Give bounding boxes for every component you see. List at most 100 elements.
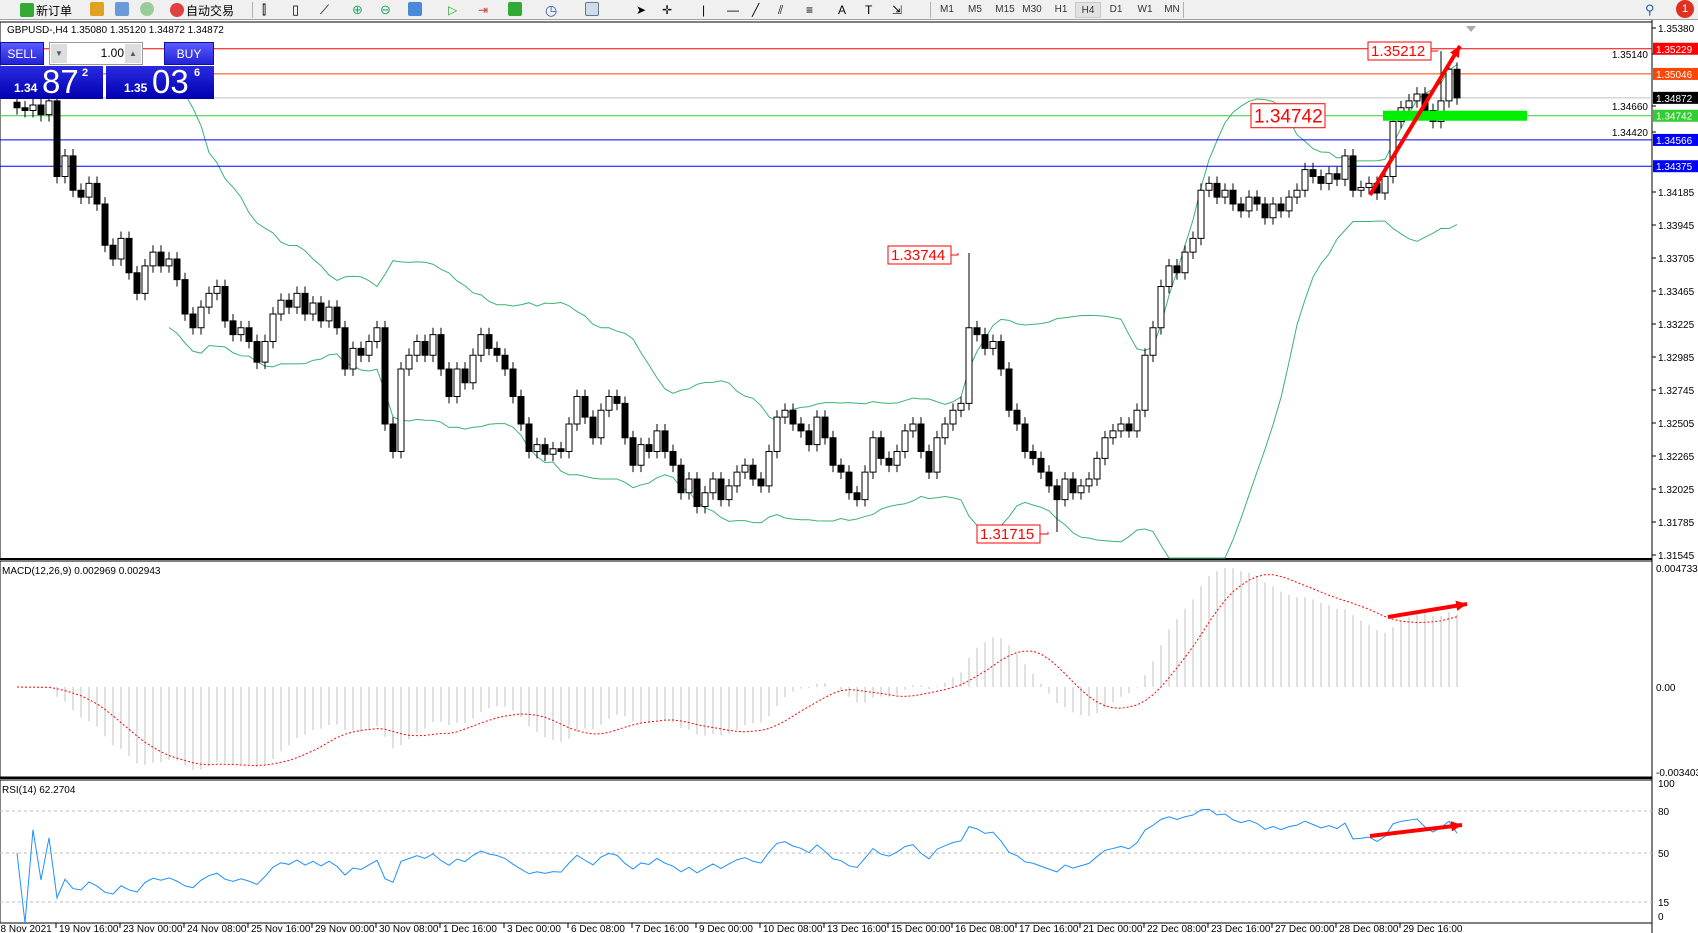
- trendline-icon[interactable]: ╱: [752, 3, 760, 17]
- periods-icon[interactable]: ◷: [545, 1, 558, 18]
- candle: [1453, 68, 1461, 99]
- sell-price-pip: 2: [82, 67, 89, 79]
- volume-input[interactable]: ▼ 1.00 ▲: [49, 42, 143, 65]
- price-tick-label: 1.34420: [1612, 128, 1649, 139]
- candle: [309, 302, 317, 315]
- chart-shift-icon[interactable]: ⇥: [478, 3, 489, 17]
- crosshair-icon[interactable]: ✛: [662, 3, 673, 17]
- candle: [1317, 176, 1325, 184]
- auto-trading-button[interactable]: 自动交易: [170, 2, 234, 18]
- sell-button[interactable]: SELL: [0, 42, 44, 65]
- timeframe-mn[interactable]: MN: [1164, 4, 1180, 15]
- candle: [13, 101, 21, 109]
- timeframe-d1[interactable]: D1: [1109, 4, 1123, 15]
- new-order-button[interactable]: 新订单: [20, 2, 72, 18]
- candle: [709, 478, 717, 494]
- candle: [477, 334, 485, 356]
- rsi-tick-label: 0: [1658, 912, 1664, 923]
- zoom-in-icon[interactable]: ⊕: [352, 2, 363, 17]
- terminal-icon[interactable]: [115, 2, 129, 16]
- notification-icon[interactable]: 1: [1676, 0, 1694, 18]
- timeframe-m15[interactable]: M15: [995, 4, 1015, 15]
- candle: [397, 368, 405, 452]
- horizontal-line-icon[interactable]: —: [727, 3, 739, 17]
- timeframe-h1[interactable]: H1: [1054, 4, 1068, 15]
- timeframe-h4[interactable]: H4: [1075, 2, 1101, 18]
- candle: [565, 423, 573, 452]
- sell-price-prefix: 1.34: [14, 81, 38, 95]
- price-tick-label: 1.32265: [1658, 452, 1695, 463]
- indicators-icon[interactable]: [508, 2, 522, 16]
- sell-price[interactable]: 1.34 87 2: [0, 63, 103, 100]
- candle: [269, 313, 277, 342]
- candle: [173, 258, 181, 281]
- candle: [1005, 368, 1013, 411]
- price-tick-label: 1.33945: [1658, 221, 1695, 232]
- text-label-icon[interactable]: T: [865, 3, 873, 17]
- candle: [1341, 155, 1349, 180]
- templates-icon[interactable]: [585, 2, 599, 16]
- volume-down-icon[interactable]: ▼: [51, 44, 67, 63]
- chart-window[interactable]: GBPUSD-,H4 1.35080 1.35120 1.34872 1.348…: [0, 20, 1698, 933]
- candle: [749, 464, 757, 480]
- signal-icon[interactable]: [140, 2, 154, 16]
- timeframe-m30[interactable]: M30: [1022, 4, 1042, 15]
- candle: [61, 155, 69, 177]
- candle: [1101, 437, 1109, 459]
- price-tick-label: 1.35380: [1658, 24, 1695, 35]
- candle: [1261, 203, 1269, 219]
- level-label-box: [1250, 103, 1326, 129]
- time-tick-label: 18 Nov 2021: [0, 924, 52, 933]
- channel-icon[interactable]: ⫽: [778, 2, 784, 17]
- time-tick-label: 6 Dec 08:00: [571, 924, 625, 933]
- candle-chart-icon[interactable]: ▯: [292, 2, 300, 17]
- candle: [1245, 196, 1253, 212]
- macd-tick-label: -0.003403: [1656, 768, 1698, 779]
- toolbar: 新订单 自动交易 ⫿ ▯ ⟋ ⊕ ⊖ ▷ ⇥ ◷ ➤ ✛ | — ╱ ⫽ ≡ A…: [0, 0, 1698, 20]
- candle: [821, 416, 829, 439]
- candle: [981, 334, 989, 349]
- candle: [1149, 327, 1157, 356]
- price-label: 1.33744: [891, 247, 945, 264]
- candle: [893, 451, 901, 466]
- candle: [1077, 485, 1085, 494]
- candle: [1349, 155, 1357, 191]
- volume-up-icon[interactable]: ▲: [125, 44, 141, 63]
- tile-icon[interactable]: [408, 2, 422, 16]
- buy-button[interactable]: BUY: [164, 42, 214, 65]
- candle: [965, 327, 973, 404]
- candle: [197, 306, 205, 329]
- time-tick-label: 17 Dec 16:00: [1019, 924, 1079, 933]
- timeframe-m1[interactable]: M1: [940, 4, 954, 15]
- cursor-icon[interactable]: ➤: [636, 3, 647, 17]
- bollinger-lower-band: [168, 220, 1458, 559]
- auto-trading-icon: [170, 3, 184, 17]
- vertical-line-icon[interactable]: |: [702, 3, 706, 17]
- candle: [909, 423, 917, 432]
- rsi-tick-label: 100: [1658, 779, 1675, 790]
- candle: [77, 189, 85, 198]
- history-icon[interactable]: [90, 2, 104, 16]
- candle: [701, 492, 709, 507]
- candle: [453, 368, 461, 397]
- timeframe-m5[interactable]: M5: [968, 4, 982, 15]
- price-line-label-bg: [1653, 160, 1698, 173]
- price-label-box: [976, 524, 1041, 544]
- buy-price[interactable]: 1.35 03 6: [106, 63, 214, 100]
- candle: [53, 100, 61, 177]
- bar-chart-icon[interactable]: ⫿: [262, 2, 267, 17]
- buy-price-big: 03: [152, 63, 189, 100]
- timeframe-w1[interactable]: W1: [1137, 4, 1153, 15]
- arrows-icon[interactable]: ⇲: [892, 3, 903, 17]
- candle: [829, 437, 837, 466]
- auto-scroll-icon[interactable]: ▷: [448, 3, 458, 17]
- candle: [261, 341, 269, 363]
- candle: [669, 451, 677, 466]
- fibonacci-icon[interactable]: ≡: [806, 3, 814, 17]
- line-chart-icon[interactable]: ⟋: [320, 2, 330, 17]
- candle: [285, 299, 293, 308]
- zoom-out-icon[interactable]: ⊖: [380, 2, 391, 17]
- text-icon[interactable]: A: [838, 3, 847, 17]
- candle: [125, 237, 133, 274]
- search-icon[interactable]: ⚲: [1645, 2, 1655, 17]
